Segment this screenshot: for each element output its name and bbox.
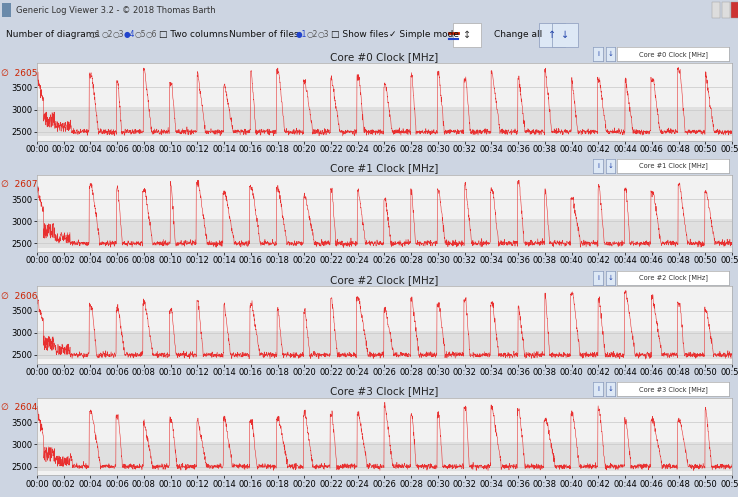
Text: □ Show files: □ Show files: [331, 30, 388, 39]
Bar: [712, 2, 720, 18]
Text: i: i: [597, 163, 599, 169]
Text: i: i: [597, 386, 599, 392]
Text: □ Two columns: □ Two columns: [159, 30, 227, 39]
Text: ∅  2605: ∅ 2605: [1, 69, 38, 78]
Title: Core #3 Clock [MHz]: Core #3 Clock [MHz]: [331, 386, 438, 396]
Text: ∅  2607: ∅ 2607: [1, 180, 38, 189]
Text: ↓: ↓: [607, 275, 613, 281]
Text: ○5: ○5: [134, 30, 146, 39]
Text: ○2: ○2: [306, 30, 317, 39]
Bar: [37, 219, 732, 248]
Bar: [37, 442, 732, 471]
Text: ↕: ↕: [463, 30, 472, 40]
Text: ○3: ○3: [317, 30, 329, 39]
Bar: [37, 107, 732, 136]
Text: ○3: ○3: [112, 30, 124, 39]
Text: ○2: ○2: [101, 30, 112, 39]
Text: Core #2 Clock [MHz]: Core #2 Clock [MHz]: [638, 274, 708, 281]
Text: Number of files: Number of files: [229, 30, 298, 39]
Bar: [722, 2, 730, 18]
Text: ∅  2606: ∅ 2606: [1, 292, 38, 301]
Text: Number of diagrams: Number of diagrams: [6, 30, 99, 39]
Text: ✓ Simple mode: ✓ Simple mode: [389, 30, 459, 39]
FancyBboxPatch shape: [539, 22, 565, 47]
Text: Core #0 Clock [MHz]: Core #0 Clock [MHz]: [638, 51, 708, 58]
Title: Core #0 Clock [MHz]: Core #0 Clock [MHz]: [331, 52, 438, 62]
Text: ●4: ●4: [123, 30, 135, 39]
FancyBboxPatch shape: [552, 22, 578, 47]
Bar: [37, 331, 732, 359]
Text: i: i: [597, 52, 599, 58]
Text: Core #1 Clock [MHz]: Core #1 Clock [MHz]: [638, 163, 708, 169]
Text: Core #3 Clock [MHz]: Core #3 Clock [MHz]: [638, 386, 708, 393]
Text: ↓: ↓: [561, 30, 570, 40]
Text: ↓: ↓: [607, 163, 613, 169]
Text: ○1: ○1: [90, 30, 101, 39]
Text: ○6: ○6: [145, 30, 157, 39]
Title: Core #2 Clock [MHz]: Core #2 Clock [MHz]: [331, 275, 438, 285]
Text: Change all: Change all: [494, 30, 542, 39]
Text: ↓: ↓: [607, 52, 613, 58]
Text: i: i: [597, 275, 599, 281]
Title: Core #1 Clock [MHz]: Core #1 Clock [MHz]: [331, 163, 438, 173]
Bar: [2, 3, 11, 17]
Text: ●1: ●1: [295, 30, 306, 39]
Bar: [731, 2, 738, 18]
Text: ↑: ↑: [548, 30, 556, 40]
Text: ∅  2604: ∅ 2604: [1, 404, 38, 413]
Text: ↓: ↓: [607, 386, 613, 392]
Text: Generic Log Viewer 3.2 - © 2018 Thomas Barth: Generic Log Viewer 3.2 - © 2018 Thomas B…: [16, 6, 215, 15]
FancyBboxPatch shape: [453, 22, 481, 47]
